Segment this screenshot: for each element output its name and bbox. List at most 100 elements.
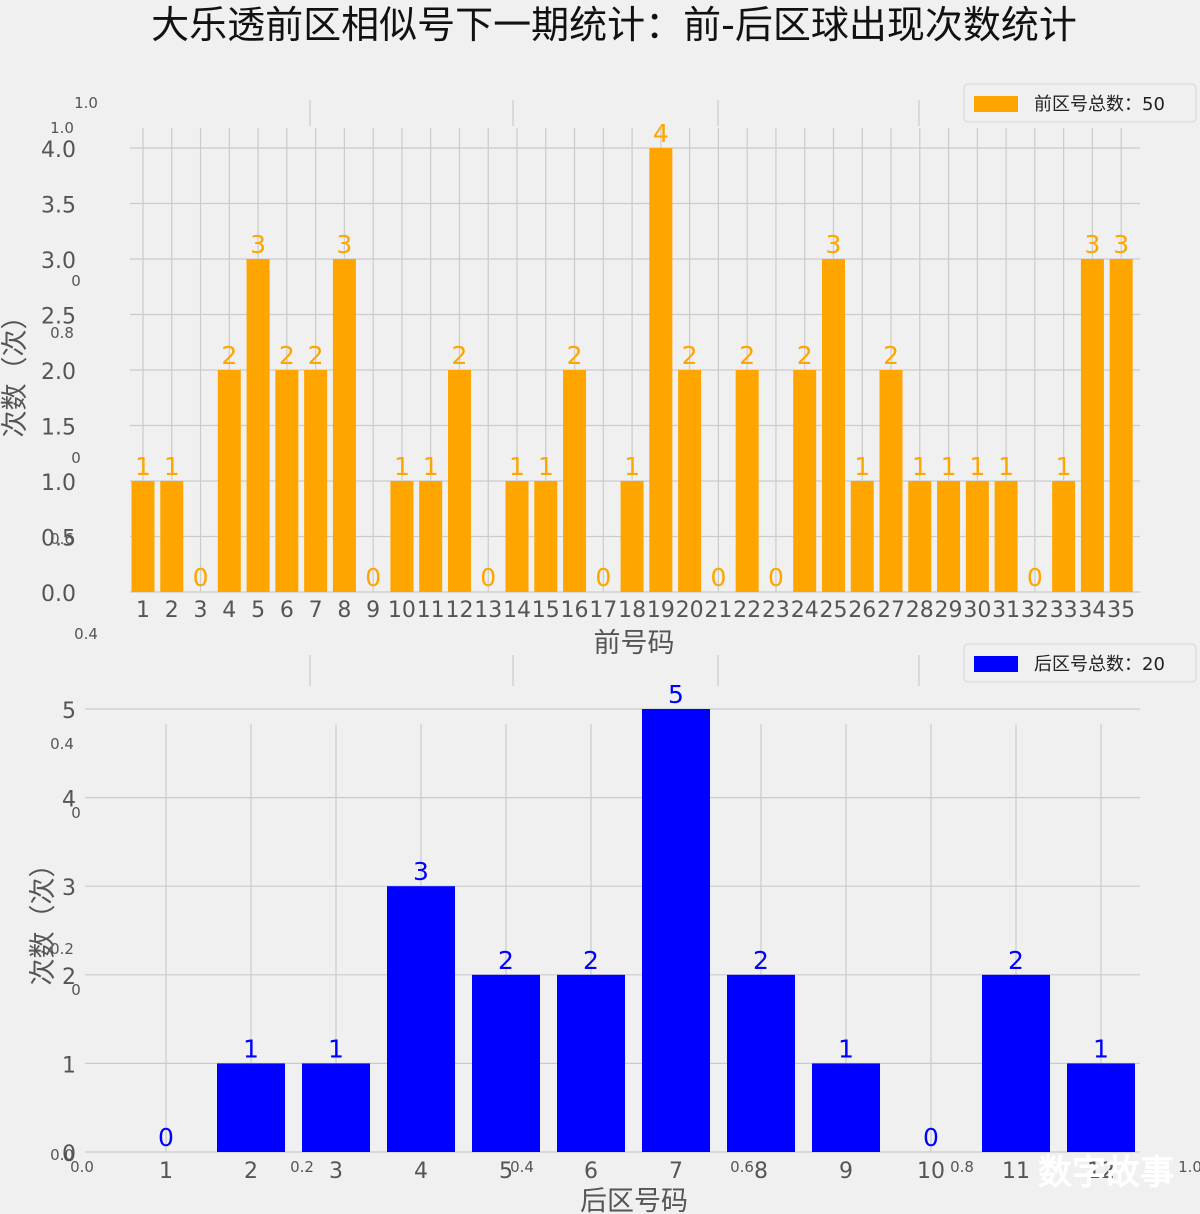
bar bbox=[727, 974, 795, 1152]
bar-value-label: 0 bbox=[158, 1123, 174, 1152]
bar-value-label: 2 bbox=[221, 341, 237, 370]
bar bbox=[937, 481, 961, 592]
bar-value-label: 1 bbox=[243, 1034, 259, 1063]
bar bbox=[642, 709, 710, 1152]
bar-value-label: 2 bbox=[883, 341, 899, 370]
x-tick-label: 6 bbox=[584, 1159, 598, 1184]
legend-label: 前区号总数：50 bbox=[1034, 94, 1165, 115]
residual-tick-label: 0.6 bbox=[730, 1158, 754, 1176]
x-tick-label: 5 bbox=[251, 598, 265, 623]
residual-tick-label: 1.0 bbox=[50, 119, 74, 137]
bar-value-label: 0 bbox=[365, 563, 381, 592]
y-tick-label: 4 bbox=[62, 788, 76, 813]
bar-value-label: 1 bbox=[838, 1034, 854, 1063]
residual-tick-label: 0 bbox=[71, 272, 81, 290]
x-tick-label: 21 bbox=[704, 598, 732, 623]
x-axis-label: 前号码 bbox=[594, 628, 675, 659]
x-tick-label: 24 bbox=[791, 598, 819, 623]
bar bbox=[304, 370, 328, 592]
residual-tick-label: 0 bbox=[71, 981, 81, 999]
x-tick-label: 5 bbox=[499, 1159, 513, 1184]
bar-value-label: 1 bbox=[509, 452, 525, 481]
x-tick-label: 27 bbox=[877, 598, 905, 623]
legend-swatch bbox=[974, 96, 1018, 112]
bar-value-label: 4 bbox=[653, 119, 669, 148]
residual-tick-label: 0 bbox=[71, 804, 81, 822]
x-tick-label: 18 bbox=[618, 598, 646, 623]
bar bbox=[302, 1063, 370, 1152]
x-tick-label: 9 bbox=[366, 598, 380, 623]
bar-value-label: 5 bbox=[668, 680, 684, 709]
x-tick-label: 10 bbox=[388, 598, 416, 623]
bar bbox=[390, 481, 414, 592]
bar-value-label: 2 bbox=[279, 341, 295, 370]
y-tick-label: 3 bbox=[62, 876, 76, 901]
legend-frame bbox=[963, 643, 1197, 683]
bar-value-label: 1 bbox=[135, 452, 151, 481]
x-tick-label: 31 bbox=[992, 598, 1020, 623]
residual-tick-label: 0.8 bbox=[950, 1158, 974, 1176]
x-tick-label: 6 bbox=[280, 598, 294, 623]
x-tick-label: 30 bbox=[963, 598, 991, 623]
bar bbox=[908, 481, 932, 592]
x-tick-label: 20 bbox=[676, 598, 704, 623]
x-tick-label: 15 bbox=[532, 598, 560, 623]
bar-value-label: 1 bbox=[624, 452, 640, 481]
bar-value-label: 1 bbox=[423, 452, 439, 481]
y-tick-label: 0.5 bbox=[41, 527, 76, 552]
y-tick-label: 3.5 bbox=[41, 194, 76, 219]
residual-tick-label: 0 bbox=[71, 449, 81, 467]
x-tick-label: 22 bbox=[733, 598, 761, 623]
bar bbox=[735, 370, 759, 592]
bar-value-label: 2 bbox=[1008, 946, 1024, 975]
y-tick-label: 0 bbox=[62, 1142, 76, 1167]
bar bbox=[649, 148, 673, 592]
x-tick-label: 35 bbox=[1107, 598, 1135, 623]
bar bbox=[557, 974, 625, 1152]
bar-value-label: 1 bbox=[394, 452, 410, 481]
bar bbox=[793, 370, 817, 592]
bar bbox=[419, 481, 443, 592]
bar-value-label: 0 bbox=[480, 563, 496, 592]
bar bbox=[678, 370, 702, 592]
bar bbox=[821, 259, 845, 592]
bar bbox=[812, 1063, 880, 1152]
bar bbox=[982, 974, 1050, 1152]
x-tick-label: 25 bbox=[819, 598, 847, 623]
x-tick-label: 16 bbox=[561, 598, 589, 623]
bar bbox=[505, 481, 529, 592]
x-tick-label: 14 bbox=[503, 598, 531, 623]
bar-value-label: 1 bbox=[164, 452, 180, 481]
y-tick-label: 4.0 bbox=[41, 138, 76, 163]
x-tick-label: 28 bbox=[906, 598, 934, 623]
x-axis-label: 后区号码 bbox=[580, 1186, 688, 1214]
bar-value-label: 2 bbox=[567, 341, 583, 370]
bar bbox=[994, 481, 1018, 592]
bar-value-label: 2 bbox=[308, 341, 324, 370]
bar-value-label: 3 bbox=[250, 230, 266, 259]
y-tick-label: 2 bbox=[62, 965, 76, 990]
x-tick-label: 29 bbox=[935, 598, 963, 623]
residual-tick-label: 0.2 bbox=[50, 940, 74, 958]
bar-value-label: 2 bbox=[682, 341, 698, 370]
residual-tick-label: 0.6 bbox=[50, 530, 74, 548]
x-tick-label: 33 bbox=[1050, 598, 1078, 623]
bar-value-label: 0 bbox=[768, 563, 784, 592]
bar bbox=[387, 886, 455, 1152]
x-tick-label: 3 bbox=[329, 1159, 343, 1184]
y-tick-label: 2.0 bbox=[41, 360, 76, 385]
y-tick-label: 2.5 bbox=[41, 305, 76, 330]
residual-tick-label: 0.8 bbox=[50, 324, 74, 342]
bar-value-label: 1 bbox=[998, 452, 1014, 481]
x-tick-label: 26 bbox=[848, 598, 876, 623]
residual-tick-label: 0.4 bbox=[74, 625, 98, 643]
residual-tick-layer: 1.01.000.800.60.40.400.200.00.0 0.2 0.4 0.6… bbox=[50, 94, 1200, 1176]
residual-tick-label: 0.2 bbox=[290, 1158, 314, 1176]
bar bbox=[965, 481, 989, 592]
bar-value-label: 1 bbox=[854, 452, 870, 481]
y-tick-label: 5 bbox=[62, 699, 76, 724]
bar-value-label: 1 bbox=[1093, 1034, 1109, 1063]
x-tick-label: 23 bbox=[762, 598, 790, 623]
bar bbox=[217, 370, 241, 592]
